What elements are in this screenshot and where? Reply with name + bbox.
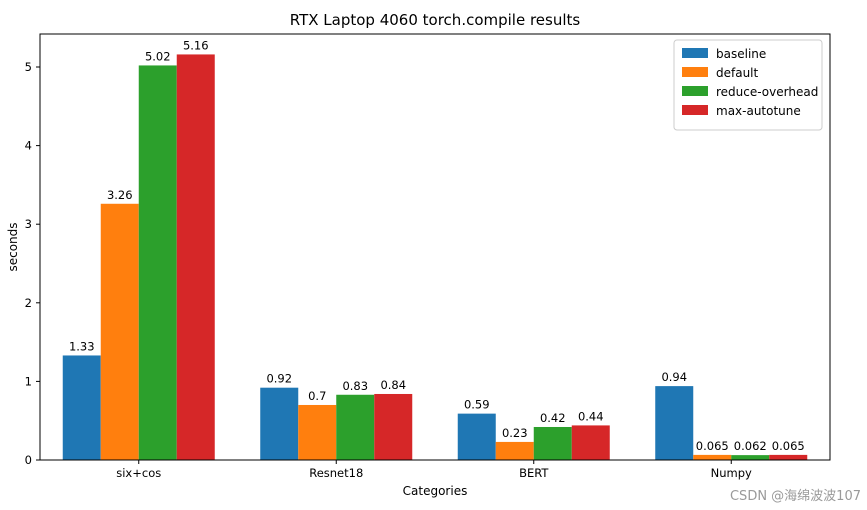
x-tick-label-Resnet18: Resnet18: [309, 466, 363, 480]
legend-label-default: default: [716, 66, 759, 80]
data-label-default-six+cos: 3.26: [107, 188, 133, 202]
y-tick-label-0: 0: [25, 453, 32, 467]
y-tick-label-4: 4: [25, 139, 32, 153]
bar-max-autotune-six+cos: [176, 54, 215, 460]
legend-label-reduce-overhead: reduce-overhead: [716, 85, 818, 99]
data-label-default-BERT: 0.23: [502, 426, 528, 440]
bar-max-autotune-BERT: [571, 425, 610, 460]
bar-reduce-overhead-six+cos: [138, 65, 177, 460]
plot-area: 1.33 3.26 5.02 5.16 six+cos 0.92 0.7 0.83 0.84 Re…: [25, 33, 831, 480]
legend-swatch-max-autotune: [682, 105, 708, 115]
bar-baseline-Resnet18: [260, 387, 299, 460]
data-label-max-autotune-six+cos: 5.16: [183, 38, 209, 52]
x-axis-label: Categories: [403, 484, 468, 498]
y-tick-label-5: 5: [25, 60, 32, 74]
bar-reduce-overhead-Numpy: [731, 455, 770, 460]
bar-default-Resnet18: [298, 404, 337, 460]
data-label-reduce-overhead-six+cos: 5.02: [145, 49, 171, 63]
bar-max-autotune-Numpy: [769, 454, 808, 460]
data-label-default-Resnet18: 0.7: [308, 389, 326, 403]
watermark: CSDN @海绵波波107: [729, 489, 861, 504]
y-axis-label: seconds: [6, 222, 20, 271]
y-tick-label-1: 1: [25, 374, 32, 388]
x-tick-label-Numpy: Numpy: [711, 466, 752, 480]
bar-baseline-Numpy: [655, 386, 694, 460]
data-label-baseline-Resnet18: 0.92: [266, 372, 292, 386]
data-label-baseline-six+cos: 1.33: [69, 339, 95, 353]
data-label-reduce-overhead-Numpy: 0.062: [734, 439, 767, 453]
legend-label-baseline: baseline: [716, 47, 766, 61]
bar-reduce-overhead-Resnet18: [336, 394, 375, 460]
legend-box: [673, 39, 823, 131]
bar-baseline-six+cos: [62, 355, 101, 460]
data-label-reduce-overhead-BERT: 0.42: [540, 411, 566, 425]
legend: baseline default reduce-overhead max-autotu…: [673, 39, 823, 131]
bar-default-BERT: [495, 441, 534, 460]
y-tick-label-2: 2: [25, 296, 32, 310]
data-label-default-Numpy: 0.065: [696, 439, 729, 453]
y-tick-label-3: 3: [25, 217, 32, 231]
data-label-max-autotune-Resnet18: 0.84: [380, 378, 406, 392]
chart-title: RTX Laptop 4060 torch.compile results: [290, 11, 581, 29]
bar-reduce-overhead-BERT: [533, 426, 572, 460]
bar-max-autotune-Resnet18: [374, 393, 413, 460]
legend-swatch-reduce-overhead: [682, 86, 708, 96]
x-tick-label-BERT: BERT: [519, 466, 549, 480]
legend-label-max-autotune: max-autotune: [716, 104, 801, 118]
bar-default-six+cos: [100, 203, 139, 460]
data-label-baseline-BERT: 0.59: [464, 398, 490, 412]
data-label-max-autotune-BERT: 0.44: [578, 409, 604, 423]
axes-frame: [39, 33, 831, 461]
data-label-baseline-Numpy: 0.94: [661, 370, 687, 384]
bar-baseline-BERT: [457, 413, 496, 460]
bar-default-Numpy: [693, 454, 732, 460]
x-tick-label-six+cos: six+cos: [116, 466, 161, 480]
legend-swatch-default: [682, 67, 708, 77]
data-label-max-autotune-Numpy: 0.065: [772, 439, 805, 453]
data-label-reduce-overhead-Resnet18: 0.83: [342, 379, 368, 393]
legend-swatch-baseline: [682, 48, 708, 58]
